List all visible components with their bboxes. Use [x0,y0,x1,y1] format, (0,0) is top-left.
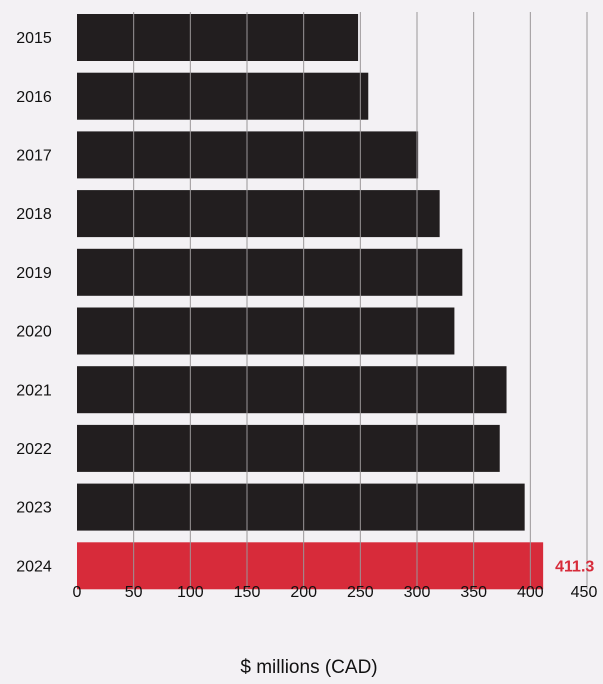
x-tick-label-100: 100 [177,584,204,601]
category-label-2016: 2016 [16,89,52,106]
x-axis-title: $ millions (CAD) [240,657,377,678]
category-label-2017: 2017 [16,148,52,165]
category-label-2021: 2021 [16,382,52,399]
bar-2017 [77,131,419,179]
category-label-2018: 2018 [16,206,52,223]
grid-layer [133,12,588,590]
bar-2018 [77,190,440,238]
bar-2024 [77,542,544,590]
labels-layer: 2015 2016 2017 2018 2019 2020 2021 2022 2023 2024… [16,30,597,601]
category-label-2020: 2020 [16,324,52,341]
bar-2023 [77,483,525,531]
bars-layer [77,14,544,590]
bar-2019 [77,248,463,296]
x-tick-label-450: 450 [571,584,598,601]
category-label-2015: 2015 [16,30,52,47]
x-tick-label-50: 50 [125,584,143,601]
bar-2016 [77,72,369,120]
category-label-2019: 2019 [16,265,52,282]
bar-2015 [77,14,359,61]
bar-2020 [77,307,455,355]
bar-2021 [77,366,507,414]
category-label-2022: 2022 [16,441,52,458]
x-tick-label-0: 0 [73,584,82,601]
x-tick-label-150: 150 [234,584,261,601]
highlight-value-label: 411.3 [555,558,594,575]
category-label-2023: 2023 [16,500,52,517]
bar-2022 [77,424,500,472]
x-tick-label-400: 400 [517,584,544,601]
x-tick-label-250: 250 [347,584,374,601]
x-tick-label-350: 350 [460,584,487,601]
x-tick-label-300: 300 [404,584,431,601]
x-tick-label-200: 200 [290,584,317,601]
category-label-2024: 2024 [16,558,52,575]
